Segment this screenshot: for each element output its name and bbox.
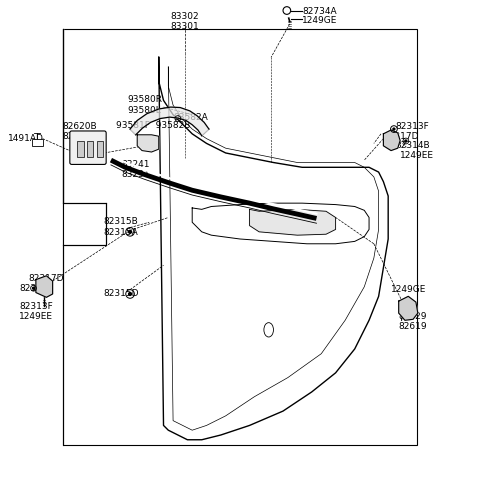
Text: 1491AD: 1491AD (8, 134, 44, 143)
Circle shape (129, 230, 132, 233)
Polygon shape (399, 296, 418, 320)
Bar (32, 139, 43, 146)
Text: 93582A: 93582A (173, 113, 208, 121)
Ellipse shape (264, 323, 274, 337)
Text: 82620B
82610B: 82620B 82610B (62, 122, 97, 141)
Circle shape (33, 287, 35, 289)
Text: 82317D: 82317D (29, 274, 64, 282)
Text: 82313F: 82313F (396, 122, 429, 131)
Bar (96, 141, 103, 157)
Text: 82317D: 82317D (384, 132, 419, 141)
Text: 82314B: 82314B (19, 284, 54, 293)
Bar (87, 141, 93, 157)
Text: 1249GE: 1249GE (302, 16, 337, 25)
Polygon shape (384, 130, 400, 151)
Text: 82313F: 82313F (19, 303, 53, 311)
Text: 1249EE: 1249EE (400, 151, 434, 160)
Bar (77, 141, 84, 157)
Text: 1249GE: 1249GE (391, 285, 426, 293)
Polygon shape (137, 135, 159, 152)
Text: 1249EE: 1249EE (19, 312, 53, 321)
Circle shape (393, 128, 395, 130)
Text: 93580R
93580L: 93580R 93580L (128, 96, 163, 115)
Text: 83302
83301: 83302 83301 (171, 12, 199, 31)
Text: 93581F  93582B: 93581F 93582B (116, 121, 190, 130)
Text: 82629
82619: 82629 82619 (399, 312, 427, 331)
Circle shape (405, 140, 407, 142)
Polygon shape (250, 209, 336, 235)
Text: 82734A: 82734A (302, 8, 337, 16)
Text: 82314B: 82314B (396, 141, 430, 150)
Polygon shape (130, 107, 209, 136)
Text: 82315D: 82315D (104, 290, 139, 298)
FancyBboxPatch shape (70, 131, 106, 164)
Circle shape (129, 293, 132, 295)
Polygon shape (36, 276, 53, 297)
Text: 83241
83231: 83241 83231 (121, 160, 150, 179)
Bar (63, 29, 417, 445)
Polygon shape (63, 29, 106, 245)
Text: 82315B
82315A: 82315B 82315A (104, 217, 139, 237)
